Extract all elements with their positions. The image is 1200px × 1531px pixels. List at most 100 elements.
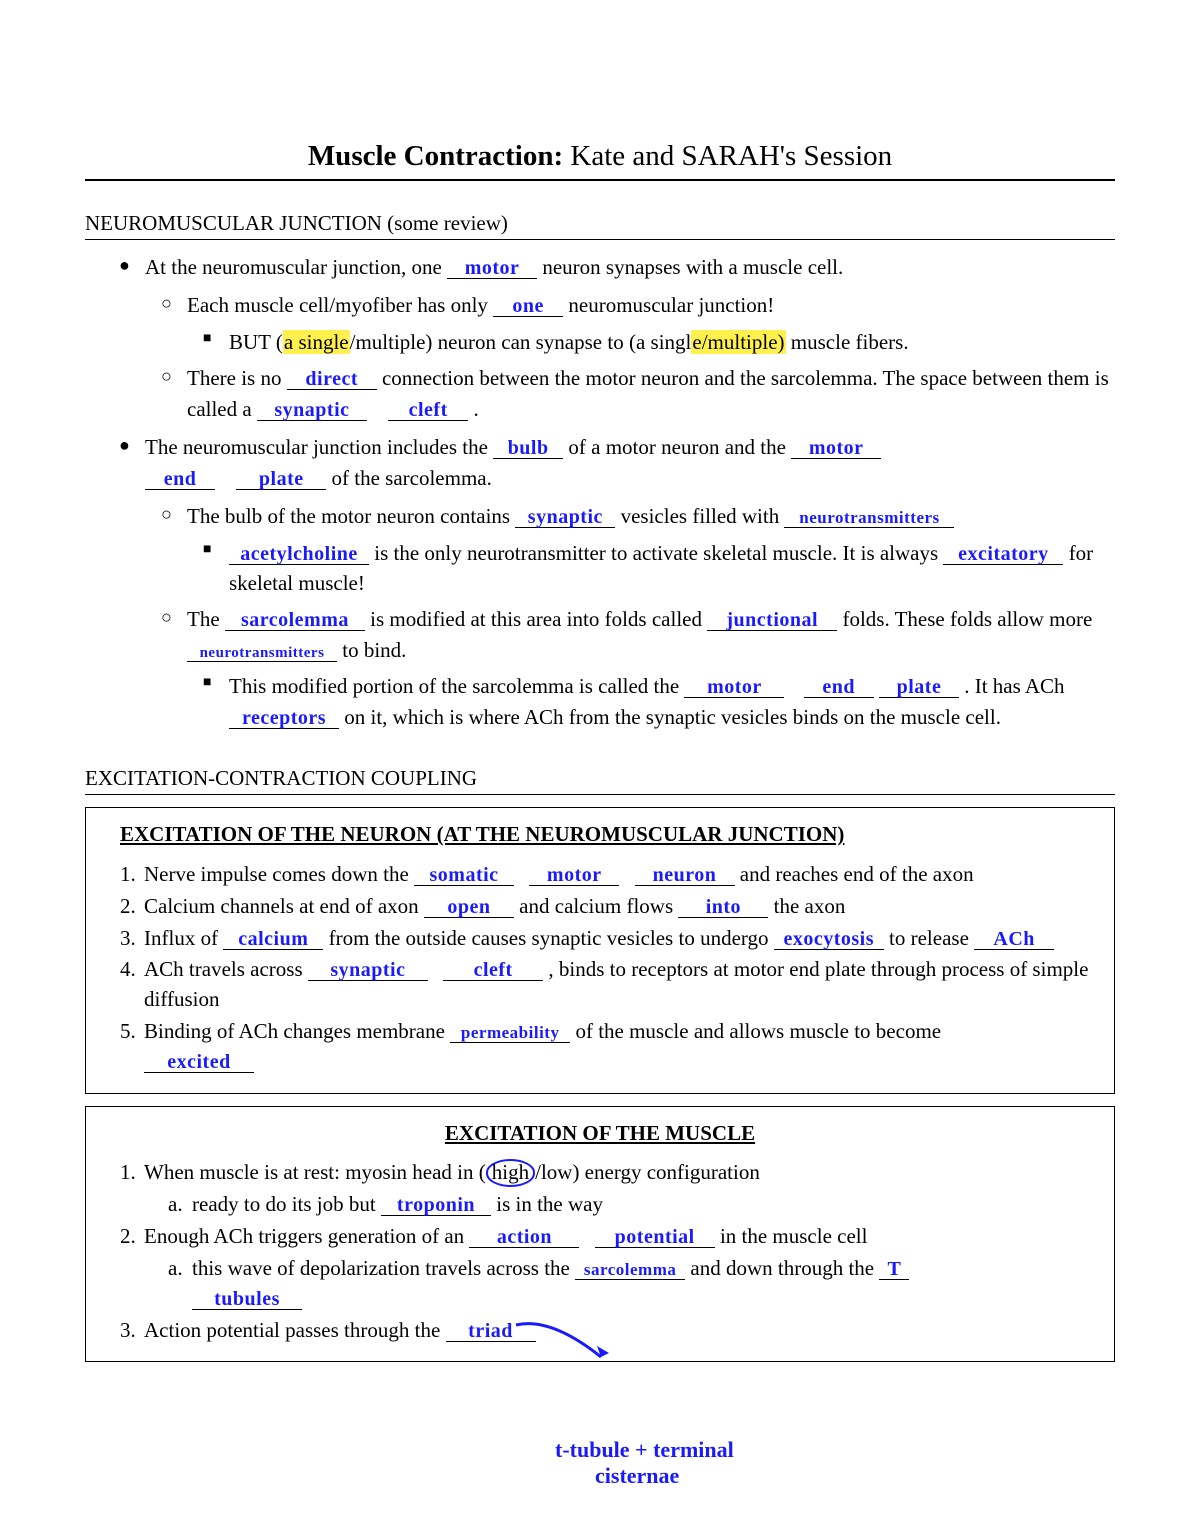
box2-item2a: a. this wave of depolarization travels a…	[120, 1254, 1098, 1314]
text: of the sarcolemma.	[332, 466, 492, 490]
blank-sarcolemma-2: sarcolemma	[575, 1258, 685, 1280]
answer-potential: potential	[613, 1226, 697, 1248]
text: When muscle is at rest: myosin head in	[144, 1160, 479, 1184]
highlight-multiple: e/multiple)	[691, 330, 785, 354]
bullet-2-sub1: The bulb of the motor neuron contains sy…	[161, 501, 1115, 531]
blank-junctional: junctional	[707, 609, 837, 631]
text: Enough ACh triggers generation of an	[144, 1224, 469, 1248]
answer-end-2: end	[820, 676, 857, 698]
box1-list: 1. Nerve impulse comes down the somatic …	[102, 860, 1098, 1077]
blank-tubules: tubules	[192, 1288, 302, 1310]
text: Nerve impulse comes down the	[144, 862, 414, 886]
answer-bulb: bulb	[506, 437, 551, 459]
num: 2.	[120, 892, 136, 922]
answer-one: one	[510, 295, 546, 317]
blank-neurotransmitters: neurotransmitters	[784, 506, 954, 528]
text: ACh travels across	[144, 957, 308, 981]
blank-receptors: receptors	[229, 707, 339, 729]
text: from the outside causes synaptic vesicle…	[329, 926, 774, 950]
box1-item3: 3. Influx of calcium from the outside ca…	[120, 924, 1098, 954]
blank-plate-2: plate	[879, 676, 959, 698]
answer-direct: direct	[303, 368, 360, 390]
answer-excitatory: excitatory	[956, 543, 1051, 565]
text: is the only neurotransmitter to activate…	[374, 541, 943, 565]
blank-somatic: somatic	[414, 864, 514, 886]
text: to release	[889, 926, 974, 950]
answer-permeability: permeability	[459, 1023, 562, 1042]
blank-motor-4: motor	[529, 864, 619, 886]
blank-sarcolemma: sarcolemma	[225, 609, 365, 631]
blank-open: open	[424, 896, 514, 918]
bullet-1-sq1: BUT (a single/multiple) neuron can synap…	[203, 327, 1115, 357]
subnum: a.	[168, 1254, 183, 1284]
highlight-a-single: a single	[283, 330, 350, 354]
margin-note-line1: t-tubule + terminal	[555, 1437, 734, 1463]
num: 4.	[120, 955, 136, 985]
num: 1.	[120, 1158, 136, 1188]
section1-heading: NEUROMUSCULAR JUNCTION (some review)	[85, 211, 1115, 236]
answer-cleft: cleft	[407, 399, 450, 421]
text: ready to do its job but	[192, 1192, 381, 1216]
text: The bulb of the motor neuron contains	[187, 504, 515, 528]
answer-receptors: receptors	[240, 707, 328, 729]
box-excitation-muscle: EXCITATION OF THE MUSCLE 1. When muscle …	[85, 1106, 1115, 1363]
text: The	[187, 607, 225, 631]
section1-rule	[85, 239, 1115, 240]
answer-sarcolemma: sarcolemma	[239, 609, 351, 631]
answer-action: action	[495, 1226, 554, 1248]
text: /low) energy configuration	[535, 1160, 760, 1184]
answer-synaptic-3: synaptic	[328, 959, 407, 981]
bullet-2-sub2: The sarcolemma is modified at this area …	[161, 604, 1115, 665]
title-rest: Kate and SARAH's Session	[563, 140, 892, 172]
bullet-block-1: At the neuromuscular junction, one motor…	[85, 252, 1115, 732]
circled-high: high	[486, 1159, 535, 1186]
answer-troponin: troponin	[395, 1194, 477, 1216]
bullet-1: At the neuromuscular junction, one motor…	[119, 252, 1115, 282]
bullet-1-sub1: Each muscle cell/myofiber has only one n…	[161, 290, 1115, 320]
text: this wave of depolarization travels acro…	[192, 1256, 575, 1280]
text: folds. These folds allow more	[842, 607, 1092, 631]
bullet-2-sq1: acetylcholine is the only neurotransmitt…	[203, 538, 1115, 599]
page: Muscle Contraction: Kate and SARAH's Ses…	[0, 0, 1200, 1531]
blank-excitatory: excitatory	[943, 543, 1063, 565]
text: to bind.	[342, 638, 406, 662]
blank-bulb: bulb	[493, 437, 563, 459]
text: At the neuromuscular junction, one	[145, 255, 447, 279]
blank-plate: plate	[236, 468, 326, 490]
answer-end: end	[162, 468, 199, 490]
answer-motor-4: motor	[545, 864, 604, 886]
blank-action: action	[469, 1226, 579, 1248]
answer-plate: plate	[257, 468, 306, 490]
blank-one: one	[493, 295, 563, 317]
blank-cleft: cleft	[388, 399, 468, 421]
bullet-1-sub2: There is no direct connection between th…	[161, 363, 1115, 424]
blank-motor: motor	[447, 257, 537, 279]
answer-exocytosis: exocytosis	[781, 928, 876, 950]
blank-motor-2: motor	[791, 437, 881, 459]
text: and down through the	[690, 1256, 879, 1280]
blank-acetylcholine: acetylcholine	[229, 543, 369, 565]
answer-junctional: junctional	[724, 609, 820, 631]
text: and reaches end of the axon	[740, 862, 974, 886]
blank-synaptic-3: synaptic	[308, 959, 428, 981]
subnum: a.	[168, 1190, 183, 1220]
title-rule	[85, 179, 1115, 181]
margin-note-line2: cisternae	[555, 1463, 734, 1489]
arrow-icon	[506, 1317, 626, 1367]
box2-item1: 1. When muscle is at rest: myosin head i…	[120, 1158, 1098, 1188]
blank-exocytosis: exocytosis	[774, 928, 884, 950]
answer-neurotransmitters-2: neurotransmitters	[198, 645, 327, 661]
answer-t: T	[885, 1258, 903, 1280]
text: BUT	[229, 330, 276, 354]
blank-calcium: calcium	[223, 928, 323, 950]
blank-end: end	[145, 468, 215, 490]
text: (	[276, 330, 283, 354]
answer-ach: ACh	[991, 928, 1037, 950]
blank-into: into	[678, 896, 768, 918]
text: Calcium channels at end of axon	[144, 894, 424, 918]
blank-troponin: troponin	[381, 1194, 491, 1216]
blank-excited: excited	[144, 1051, 254, 1073]
text: neuromuscular junction!	[568, 293, 774, 317]
text: on it, which is where ACh from the synap…	[344, 705, 1001, 729]
text: Binding of ACh changes membrane	[144, 1019, 450, 1043]
